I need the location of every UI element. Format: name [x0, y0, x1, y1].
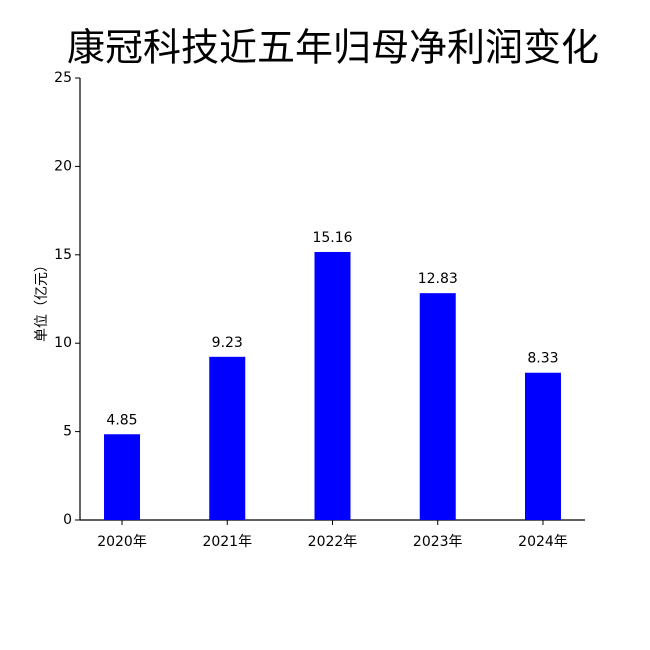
data-label: 15.16 — [312, 230, 352, 246]
data-label: 4.85 — [106, 412, 137, 428]
x-tick-label: 2020年 — [97, 534, 147, 550]
y-axis-label: 单位（亿元） — [34, 258, 50, 342]
y-tick-label: 20 — [54, 158, 72, 174]
y-tick-label: 15 — [54, 247, 72, 263]
y-tick-label: 5 — [63, 424, 72, 440]
bar — [524, 372, 561, 520]
x-tick-label: 2022年 — [308, 534, 358, 550]
bar — [419, 293, 456, 520]
data-label: 9.23 — [212, 335, 243, 351]
x-tick-label: 2024年 — [518, 534, 568, 550]
y-tick-label: 25 — [54, 70, 72, 86]
bar — [314, 251, 351, 521]
bar — [104, 434, 141, 520]
x-tick-label: 2023年 — [413, 534, 463, 550]
data-label: 8.33 — [527, 351, 558, 367]
data-label: 12.83 — [418, 271, 458, 287]
y-tick-label: 0 — [63, 512, 72, 528]
y-tick-label: 10 — [54, 335, 72, 351]
bar — [209, 356, 246, 520]
chart-title: 康冠科技近五年归母净利润变化 — [67, 26, 599, 70]
x-tick-label: 2021年 — [202, 534, 252, 550]
